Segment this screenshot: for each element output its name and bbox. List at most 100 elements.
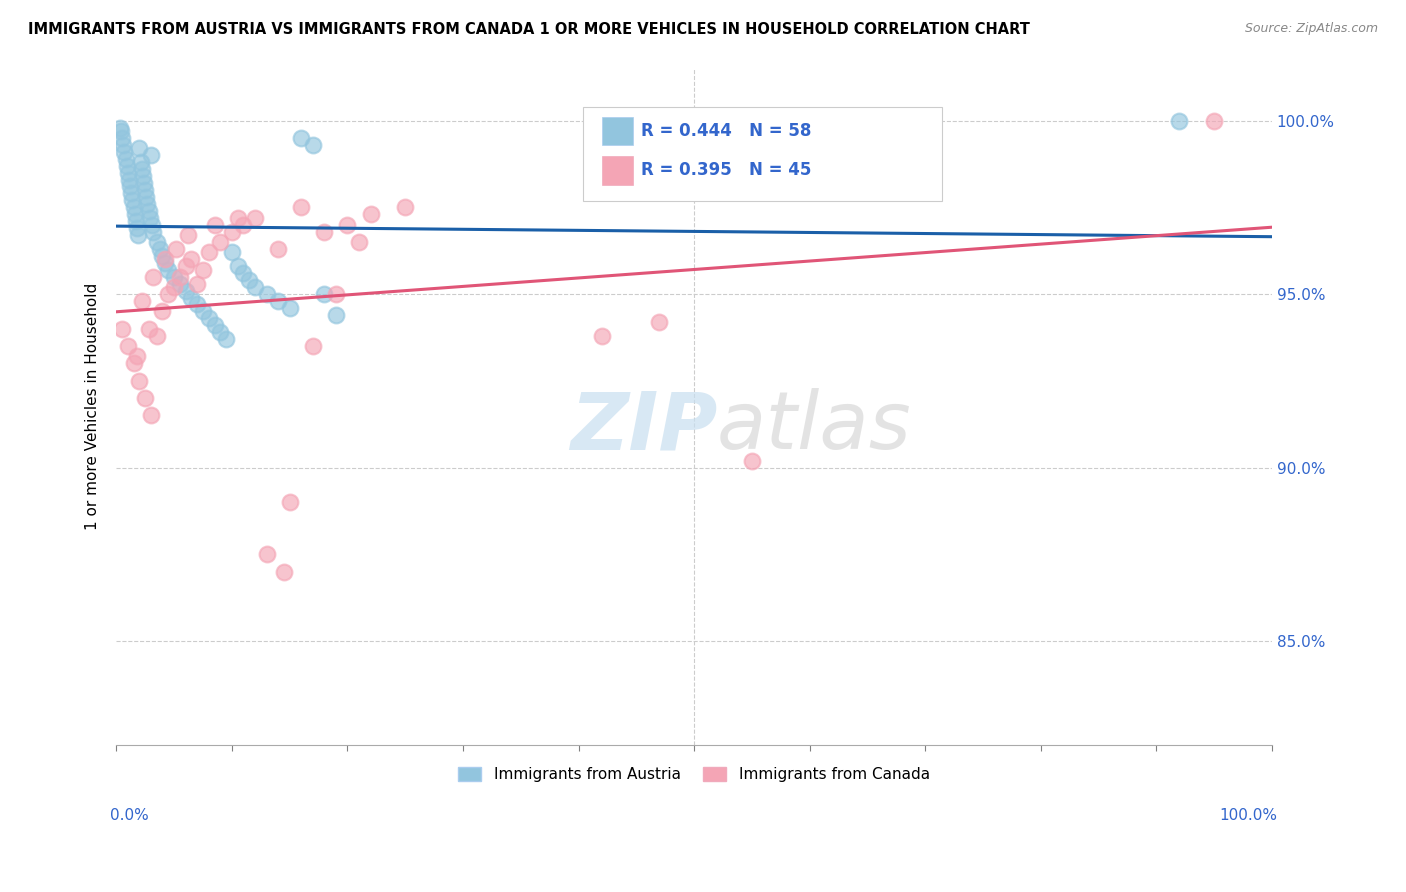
Immigrants from Austria xyxy=(278,301,301,315)
Immigrants from Canada xyxy=(325,287,347,301)
Immigrants from Canada xyxy=(741,453,763,467)
Immigrants from Canada xyxy=(191,262,214,277)
Immigrants from Canada xyxy=(336,218,359,232)
Immigrants from Canada xyxy=(394,200,416,214)
Immigrants from Austria xyxy=(131,162,153,177)
Immigrants from Austria xyxy=(110,124,132,138)
Immigrants from Austria xyxy=(226,260,249,274)
Immigrants from Canada xyxy=(165,242,187,256)
Immigrants from Canada xyxy=(360,207,382,221)
Immigrants from Austria xyxy=(136,197,159,211)
Text: atlas: atlas xyxy=(717,388,912,467)
Immigrants from Austria xyxy=(142,225,165,239)
Immigrants from Canada xyxy=(204,218,226,232)
Immigrants from Canada xyxy=(169,269,191,284)
Immigrants from Canada xyxy=(145,328,167,343)
Immigrants from Canada xyxy=(125,350,148,364)
Immigrants from Canada xyxy=(180,252,202,267)
Text: 0.0%: 0.0% xyxy=(111,807,149,822)
Text: 100.0%: 100.0% xyxy=(1219,807,1278,822)
Immigrants from Austria xyxy=(112,137,135,152)
Immigrants from Austria xyxy=(108,120,131,135)
Immigrants from Austria xyxy=(243,280,266,294)
Immigrants from Austria xyxy=(232,266,254,280)
Immigrants from Austria xyxy=(209,325,232,339)
Immigrants from Canada xyxy=(221,225,243,239)
Immigrants from Austria xyxy=(129,155,152,169)
Immigrants from Austria xyxy=(139,211,162,225)
Immigrants from Austria xyxy=(122,200,145,214)
Immigrants from Austria xyxy=(138,203,160,218)
Immigrants from Canada xyxy=(139,409,162,423)
Immigrants from Canada xyxy=(1204,113,1226,128)
Immigrants from Canada xyxy=(347,235,370,249)
Immigrants from Austria xyxy=(267,293,290,308)
Immigrants from Austria xyxy=(111,131,134,145)
Immigrants from Canada xyxy=(142,269,165,284)
Immigrants from Austria xyxy=(145,235,167,249)
Immigrants from Austria xyxy=(132,176,155,190)
Immigrants from Austria xyxy=(120,179,142,194)
Immigrants from Canada xyxy=(290,200,312,214)
Y-axis label: 1 or more Vehicles in Household: 1 or more Vehicles in Household xyxy=(86,283,100,531)
Immigrants from Canada xyxy=(591,328,613,343)
Immigrants from Canada xyxy=(117,339,139,353)
Immigrants from Canada xyxy=(278,495,301,509)
Immigrants from Austria xyxy=(114,152,136,166)
Immigrants from Austria xyxy=(115,159,138,173)
Immigrants from Austria xyxy=(120,186,142,201)
Immigrants from Canada xyxy=(232,218,254,232)
Immigrants from Austria xyxy=(135,190,157,204)
Immigrants from Austria xyxy=(1168,113,1191,128)
Immigrants from Canada xyxy=(186,277,208,291)
Immigrants from Austria xyxy=(215,332,238,346)
Immigrants from Austria xyxy=(256,287,278,301)
Immigrants from Austria xyxy=(128,141,150,155)
Immigrants from Canada xyxy=(314,225,336,239)
Text: ZIP: ZIP xyxy=(569,388,717,467)
Immigrants from Austria xyxy=(125,221,148,235)
Text: IMMIGRANTS FROM AUSTRIA VS IMMIGRANTS FROM CANADA 1 OR MORE VEHICLES IN HOUSEHOL: IMMIGRANTS FROM AUSTRIA VS IMMIGRANTS FR… xyxy=(28,22,1031,37)
Immigrants from Austria xyxy=(117,166,139,180)
Immigrants from Austria xyxy=(163,269,186,284)
Immigrants from Austria xyxy=(301,137,323,152)
Immigrants from Canada xyxy=(153,252,176,267)
Immigrants from Austria xyxy=(221,245,243,260)
Immigrants from Canada xyxy=(273,565,295,579)
Immigrants from Canada xyxy=(256,547,278,561)
Immigrants from Austria xyxy=(139,148,162,162)
Immigrants from Austria xyxy=(325,308,347,322)
Immigrants from Austria xyxy=(127,228,149,243)
Immigrants from Canada xyxy=(197,245,219,260)
Immigrants from Canada xyxy=(111,322,134,336)
Immigrants from Canada xyxy=(177,228,200,243)
Immigrants from Canada xyxy=(226,211,249,225)
Immigrants from Austria xyxy=(112,145,135,159)
Text: R = 0.444   N = 58: R = 0.444 N = 58 xyxy=(641,122,811,140)
Immigrants from Canada xyxy=(157,287,180,301)
Immigrants from Canada xyxy=(138,322,160,336)
Immigrants from Austria xyxy=(124,207,146,221)
Immigrants from Austria xyxy=(238,273,260,287)
Immigrants from Canada xyxy=(209,235,232,249)
Immigrants from Canada xyxy=(301,339,323,353)
Immigrants from Austria xyxy=(134,183,156,197)
Immigrants from Austria xyxy=(152,249,174,263)
Immigrants from Austria xyxy=(204,318,226,333)
Immigrants from Canada xyxy=(134,391,156,405)
Immigrants from Austria xyxy=(157,262,180,277)
Immigrants from Austria xyxy=(290,131,312,145)
Immigrants from Austria xyxy=(121,194,143,208)
Immigrants from Canada xyxy=(267,242,290,256)
Immigrants from Austria xyxy=(191,304,214,318)
Immigrants from Austria xyxy=(314,287,336,301)
Immigrants from Austria xyxy=(180,291,202,305)
Immigrants from Austria xyxy=(149,242,172,256)
Immigrants from Austria xyxy=(197,311,219,326)
Immigrants from Canada xyxy=(128,374,150,388)
Immigrants from Austria xyxy=(186,297,208,311)
Immigrants from Canada xyxy=(648,315,671,329)
Immigrants from Austria xyxy=(125,214,148,228)
Immigrants from Canada xyxy=(243,211,266,225)
Immigrants from Austria xyxy=(141,218,163,232)
